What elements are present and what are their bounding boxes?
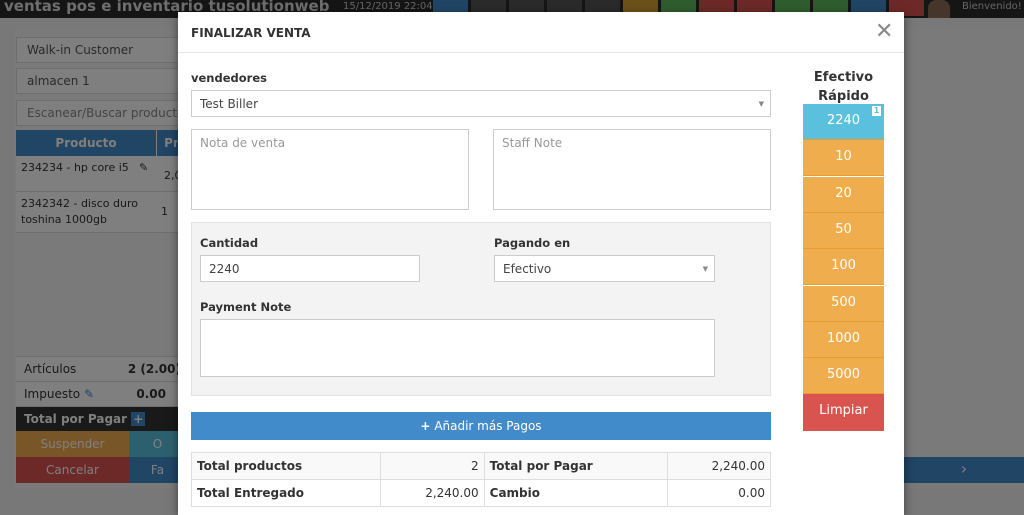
- plus-icon: +: [420, 419, 431, 433]
- summary-label: Cambio: [483, 479, 668, 507]
- quick-cash-button[interactable]: 1000: [803, 321, 884, 358]
- quick-cash-amount: 2240: [826, 113, 861, 128]
- clear-button[interactable]: Limpiar: [803, 394, 884, 432]
- quick-cash-button[interactable]: 5000: [803, 358, 884, 395]
- caret-down-icon: ▼: [758, 100, 764, 108]
- caret-down-icon: ▼: [702, 265, 708, 273]
- count-badge: 1: [872, 106, 881, 116]
- summary-label: Total Entregado: [190, 479, 382, 507]
- close-icon[interactable]: ✕: [875, 19, 894, 44]
- quick-cash-button[interactable]: 100: [803, 249, 884, 286]
- quick-cash-button[interactable]: 500: [803, 285, 884, 322]
- payment-method-value: Efectivo: [503, 262, 552, 276]
- quick-cash-amount: 500: [831, 294, 856, 310]
- add-payment-label: Añadir más Pagos: [434, 419, 542, 433]
- summary-value: 0.00: [666, 479, 772, 507]
- quick-cash-button[interactable]: 2240 1: [803, 104, 884, 140]
- summary-row: Total productos 2 Total por Pagar 2,240.00: [190, 452, 772, 480]
- cantidad-label: Cantidad: [200, 236, 259, 250]
- quick-cash-amount: 5000: [826, 367, 861, 383]
- vendedor-value: Test Biller: [200, 97, 258, 111]
- amount-input[interactable]: 2240: [200, 255, 420, 282]
- modal-title: FINALIZAR VENTA: [191, 26, 311, 40]
- sale-note-textarea[interactable]: Nota de venta: [191, 129, 469, 210]
- summary-label: Total por Pagar: [483, 452, 668, 480]
- modal-header: FINALIZAR VENTA ✕: [178, 12, 904, 53]
- staff-note-textarea[interactable]: Staff Note: [493, 129, 771, 210]
- vendedores-label: vendedores: [191, 71, 267, 85]
- quick-cash-amount: 100: [831, 258, 856, 274]
- quick-cash-button[interactable]: 20: [803, 176, 884, 213]
- quick-cash-amount: 50: [835, 221, 852, 237]
- add-payment-button[interactable]: + Añadir más Pagos: [191, 412, 771, 440]
- payment-note-textarea[interactable]: [200, 319, 715, 377]
- quick-cash-amount: 20: [835, 185, 852, 201]
- finalize-sale-modal: FINALIZAR VENTA ✕ vendedores Test Biller…: [178, 12, 904, 515]
- summary-row: Total Entregado 2,240.00 Cambio 0.00: [190, 479, 772, 507]
- summary-table: Total productos 2 Total por Pagar 2,240.00 …: [190, 452, 772, 507]
- quick-cash-amount: 1000: [826, 330, 861, 346]
- payment-panel: Cantidad 2240 Pagando en Efectivo ▼ Payme…: [191, 222, 771, 396]
- quick-cash-amount: 10: [835, 149, 852, 165]
- quick-cash-button[interactable]: 50: [803, 212, 884, 249]
- summary-value: 2,240.00: [666, 452, 772, 480]
- quick-cash-button[interactable]: 10: [803, 140, 884, 177]
- summary-label: Total productos: [190, 452, 382, 480]
- quick-cash-title: Efectivo Rápido: [813, 70, 874, 104]
- pagando-label: Pagando en: [494, 236, 571, 250]
- payment-method-select[interactable]: Efectivo ▼: [494, 255, 715, 282]
- payment-note-label: Payment Note: [200, 300, 292, 314]
- vendedor-select[interactable]: Test Biller ▼: [191, 90, 771, 117]
- summary-value: 2: [380, 452, 485, 480]
- summary-value: 2,240.00: [380, 479, 485, 507]
